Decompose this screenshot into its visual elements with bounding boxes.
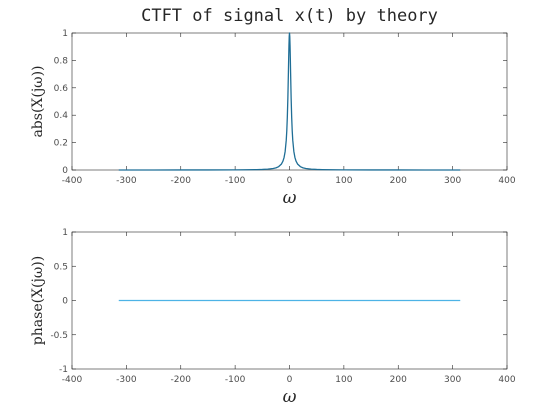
- plot1-xtick-label: -400: [62, 176, 83, 186]
- plot1-series-line: [118, 32, 461, 171]
- plot1-xtick-label: 200: [390, 176, 407, 186]
- plot2-xtick-label: 300: [444, 375, 461, 385]
- plot1-xtick-label: -300: [116, 176, 137, 186]
- plot1-axes-box: [71, 32, 508, 171]
- plot2-ytick-label: 0: [62, 297, 68, 307]
- plot2-xtick-label: 200: [390, 375, 407, 385]
- plot2-ytick-label: 0.5: [54, 262, 68, 272]
- plot1-ytick-label: 0.6: [54, 84, 69, 94]
- plot2-xtick-label: 100: [335, 375, 352, 385]
- plot1-ytick-label: 0: [62, 166, 68, 176]
- plot1-xtick-label: -200: [171, 176, 192, 186]
- plot1-xtick-label: 300: [444, 176, 461, 186]
- plot1-xtick-label: -100: [225, 176, 246, 186]
- plot1-xtick-label: 400: [498, 176, 515, 186]
- plot2-xlabel: ω: [283, 387, 297, 407]
- plot1-ylabel: abs(X(jω)): [30, 65, 46, 137]
- plot2-ytick-label: -0.5: [50, 331, 68, 341]
- plot1-xlabel: ω: [283, 188, 297, 208]
- plot1-ytick-label: 0.4: [54, 111, 69, 121]
- plot2-xtick-label: 0: [287, 375, 293, 385]
- plot1-ytick-label: 0.2: [54, 139, 68, 149]
- plot1-title: CTFT of signal x(t) by theory: [141, 6, 438, 26]
- plot1-xtick-label: 100: [335, 176, 352, 186]
- plot2-xtick-label: -100: [225, 375, 246, 385]
- plot2-xtick-label: 400: [498, 375, 515, 385]
- plot2-ylabel: phase(X(jω)): [30, 256, 46, 345]
- plot2-xtick-label: -400: [62, 375, 83, 385]
- plot1-xtick-label: 0: [287, 176, 293, 186]
- plot2-ytick-label: -1: [59, 365, 68, 375]
- plot2-ytick-label: 1: [62, 228, 68, 238]
- plot1-ytick-label: 0.8: [54, 56, 69, 66]
- plot2-xtick-label: -300: [116, 375, 137, 385]
- plot2-xtick-label: -200: [171, 375, 192, 385]
- plot1-ytick-label: 1: [62, 29, 68, 39]
